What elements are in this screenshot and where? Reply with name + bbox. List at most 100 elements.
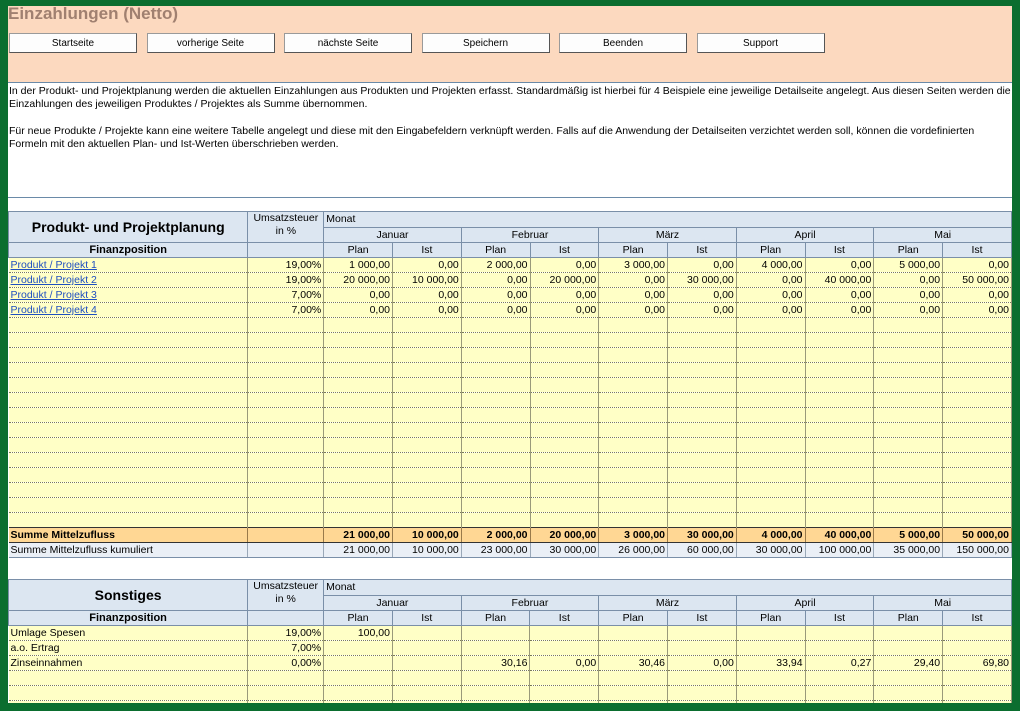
empty-cell[interactable] (667, 317, 737, 333)
value-cell[interactable]: 0,00 (323, 302, 393, 318)
empty-cell[interactable] (736, 347, 806, 363)
empty-cell[interactable] (942, 452, 1012, 468)
empty-cell[interactable] (736, 332, 806, 348)
empty-cell[interactable] (530, 407, 600, 423)
empty-cell[interactable] (8, 497, 249, 513)
empty-cell[interactable] (530, 392, 600, 408)
empty-cell[interactable] (392, 392, 462, 408)
value-cell[interactable] (873, 640, 944, 656)
value-cell[interactable] (323, 640, 393, 656)
empty-cell[interactable] (805, 512, 875, 528)
empty-cell[interactable] (461, 422, 531, 438)
value-cell[interactable] (667, 640, 737, 656)
empty-cell[interactable] (873, 512, 944, 528)
value-cell[interactable]: 0,00 (805, 287, 875, 303)
empty-cell[interactable] (873, 482, 944, 498)
empty-cell[interactable] (530, 317, 600, 333)
empty-cell[interactable] (598, 332, 668, 348)
empty-cell[interactable] (598, 685, 669, 701)
empty-cell[interactable] (530, 452, 600, 468)
empty-cell[interactable] (873, 392, 944, 408)
empty-cell[interactable] (530, 482, 600, 498)
empty-cell[interactable] (392, 362, 462, 378)
empty-cell[interactable] (873, 332, 944, 348)
empty-cell[interactable] (873, 685, 944, 701)
value-cell[interactable]: 30,46 (598, 655, 669, 671)
empty-cell[interactable] (942, 670, 1012, 686)
value-cell[interactable]: 0,00 (392, 302, 462, 318)
startseite-button[interactable]: Startseite (9, 33, 137, 53)
value-cell[interactable]: 0,00 (529, 655, 600, 671)
empty-cell[interactable] (942, 497, 1012, 513)
value-cell[interactable]: 0,00 (392, 287, 462, 303)
value-cell[interactable]: 40 000,00 (805, 272, 875, 288)
ust-cell[interactable]: 0,00% (247, 655, 325, 671)
value-cell[interactable]: 0,00 (942, 287, 1012, 303)
speichern-button[interactable]: Speichern (421, 33, 550, 53)
empty-cell[interactable] (873, 317, 944, 333)
empty-cell[interactable] (805, 317, 875, 333)
value-cell[interactable]: 0,00 (392, 257, 462, 273)
value-cell[interactable]: 100,00 (323, 625, 393, 641)
empty-cell[interactable] (247, 362, 325, 378)
empty-cell[interactable] (8, 700, 249, 703)
empty-cell[interactable] (805, 700, 875, 703)
value-cell[interactable]: 10 000,00 (392, 272, 462, 288)
value-cell[interactable]: 30 000,00 (667, 272, 737, 288)
empty-cell[interactable] (942, 685, 1012, 701)
empty-cell[interactable] (392, 685, 462, 701)
empty-cell[interactable] (247, 482, 325, 498)
empty-cell[interactable] (667, 467, 737, 483)
empty-cell[interactable] (247, 685, 325, 701)
empty-cell[interactable] (323, 452, 393, 468)
empty-cell[interactable] (530, 512, 600, 528)
empty-cell[interactable] (805, 482, 875, 498)
empty-cell[interactable] (942, 362, 1012, 378)
value-cell[interactable]: 0,00 (461, 302, 531, 318)
empty-cell[interactable] (736, 670, 806, 686)
value-cell[interactable]: 0,00 (942, 302, 1012, 318)
value-cell[interactable]: 0,27 (805, 655, 875, 671)
value-cell[interactable] (392, 655, 462, 671)
empty-cell[interactable] (8, 670, 249, 686)
empty-cell[interactable] (247, 497, 325, 513)
empty-cell[interactable] (942, 482, 1012, 498)
value-cell[interactable]: 33,94 (736, 655, 806, 671)
empty-cell[interactable] (461, 467, 531, 483)
value-cell[interactable] (461, 640, 531, 656)
empty-cell[interactable] (247, 512, 325, 528)
empty-cell[interactable] (736, 467, 806, 483)
empty-cell[interactable] (461, 377, 531, 393)
empty-cell[interactable] (736, 452, 806, 468)
value-cell[interactable] (529, 625, 600, 641)
value-cell[interactable] (323, 655, 393, 671)
value-cell[interactable] (873, 625, 944, 641)
empty-cell[interactable] (529, 700, 600, 703)
empty-cell[interactable] (530, 497, 600, 513)
empty-cell[interactable] (530, 332, 600, 348)
empty-cell[interactable] (667, 685, 737, 701)
empty-cell[interactable] (529, 670, 600, 686)
empty-cell[interactable] (598, 347, 668, 363)
value-cell[interactable]: 0,00 (323, 287, 393, 303)
value-cell[interactable]: 0,00 (598, 287, 668, 303)
empty-cell[interactable] (8, 512, 249, 528)
vorherige-seite-button[interactable]: vorherige Seite (146, 33, 275, 53)
empty-cell[interactable] (8, 437, 249, 453)
value-cell[interactable]: 0,00 (530, 257, 600, 273)
value-cell[interactable] (529, 640, 600, 656)
empty-cell[interactable] (323, 317, 393, 333)
empty-cell[interactable] (667, 422, 737, 438)
empty-cell[interactable] (392, 452, 462, 468)
empty-cell[interactable] (736, 482, 806, 498)
support-button[interactable]: Support (696, 33, 825, 53)
empty-cell[interactable] (805, 377, 875, 393)
value-cell[interactable]: 0,00 (667, 287, 737, 303)
empty-cell[interactable] (247, 452, 325, 468)
value-cell[interactable]: 0,00 (461, 287, 531, 303)
empty-cell[interactable] (736, 362, 806, 378)
empty-cell[interactable] (805, 670, 875, 686)
value-cell[interactable]: 29,40 (873, 655, 944, 671)
empty-cell[interactable] (392, 700, 462, 703)
produkt-link[interactable]: Produkt / Projekt 2 (10, 274, 97, 286)
